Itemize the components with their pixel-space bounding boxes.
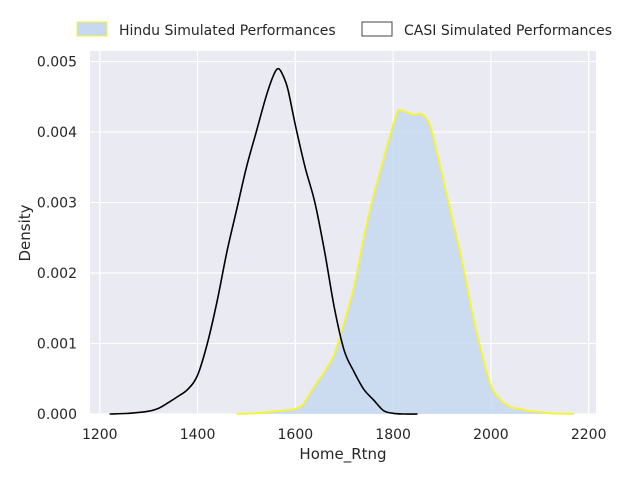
x-tick-label: 1600 xyxy=(278,427,314,443)
y-axis-label: Density xyxy=(16,204,34,261)
legend-swatch-hindu xyxy=(76,21,108,37)
y-tick-label: 0.003 xyxy=(37,196,77,212)
y-tick-label: 0.000 xyxy=(37,407,77,423)
legend-label-casi: CASI Simulated Performances xyxy=(404,23,612,39)
y-tick-label: 0.002 xyxy=(37,266,77,282)
legend: Hindu Simulated Performances CASI Simula… xyxy=(76,21,612,39)
series-line-0 xyxy=(236,108,575,415)
x-tick-labels: 1200 1400 1600 1800 2000 2200 xyxy=(82,427,607,443)
x-axis-label: Home_Rtng xyxy=(299,445,386,464)
x-tick-label: 2200 xyxy=(571,427,607,443)
y-tick-labels: 0.000 0.001 0.002 0.003 0.004 0.005 xyxy=(37,55,77,423)
x-tick-label: 1400 xyxy=(180,427,216,443)
legend-label-hindu: Hindu Simulated Performances xyxy=(119,23,336,39)
y-tick-label: 0.001 xyxy=(37,337,77,353)
x-tick-label: 1200 xyxy=(82,427,118,443)
x-tick-label: 1800 xyxy=(375,427,411,443)
gridlines xyxy=(90,51,596,415)
y-tick-label: 0.005 xyxy=(37,55,77,71)
x-tick-label: 2000 xyxy=(473,427,509,443)
series-line-1 xyxy=(109,67,418,415)
legend-swatch-casi xyxy=(361,21,393,37)
y-tick-label: 0.004 xyxy=(37,125,77,141)
series-area-0 xyxy=(236,109,575,415)
series-layer xyxy=(109,67,575,415)
